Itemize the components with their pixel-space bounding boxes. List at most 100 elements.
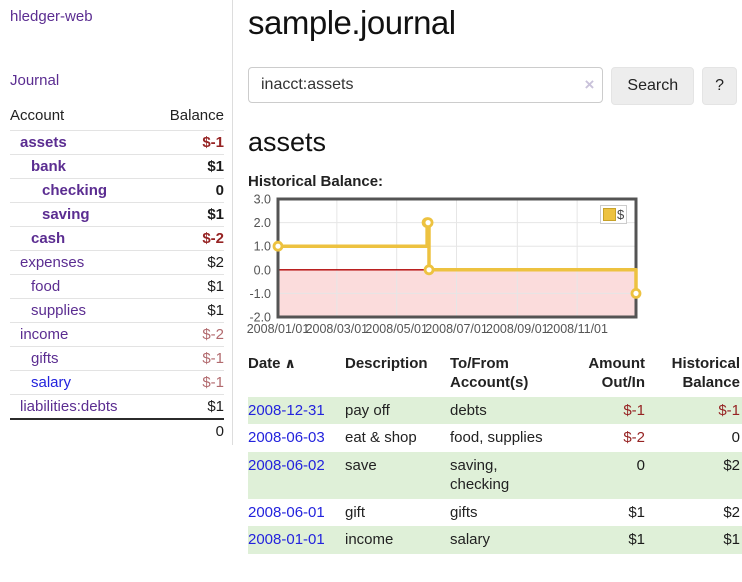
account-balance: $1: [152, 394, 224, 419]
transaction-balance: $2: [723, 503, 740, 521]
svg-text:2008/09/01: 2008/09/01: [486, 322, 549, 336]
transaction-amount: $1: [628, 503, 645, 521]
svg-text:3.0: 3.0: [254, 193, 271, 207]
account-link[interactable]: bank: [31, 158, 67, 175]
accounts-header-account: Account: [10, 107, 65, 124]
account-link[interactable]: checking: [42, 182, 108, 199]
account-link[interactable]: income: [20, 326, 69, 343]
transaction-balance: 0: [731, 429, 740, 446]
transaction-amount: $1: [628, 531, 645, 548]
svg-text:2008/07/01: 2008/07/01: [425, 322, 488, 336]
account-row: assets $-1: [10, 130, 224, 155]
search-field-wrap: ×: [248, 67, 604, 105]
search-bar: × Search ?: [248, 67, 737, 105]
page: hledger-web Journal Account Balance asse…: [10, 0, 742, 554]
account-row: expenses $2: [10, 250, 224, 275]
transaction-date-link[interactable]: 2008-01-01: [248, 531, 325, 548]
account-balance: 0: [152, 178, 224, 203]
account-balance: $1: [152, 274, 224, 299]
svg-text:2.0: 2.0: [254, 216, 271, 230]
account-row: liabilities:debts $1: [10, 394, 224, 419]
account-balance: $1: [152, 154, 224, 179]
account-row: gifts $-1: [10, 346, 224, 371]
journal-link[interactable]: Journal: [10, 72, 60, 89]
transaction-accounts: salary: [450, 531, 491, 548]
transaction-date-link[interactable]: 2008-06-02: [248, 456, 325, 474]
transaction-description: eat & shop: [345, 429, 417, 446]
account-balance: $1: [152, 202, 224, 227]
account-row: saving $1: [10, 202, 224, 227]
account-balance: $1: [152, 298, 224, 323]
transaction-amount: $-2: [623, 429, 645, 446]
brand-link[interactable]: hledger-web: [10, 8, 93, 25]
account-row: checking 0: [10, 178, 224, 203]
account-link[interactable]: liabilities:debts: [20, 398, 118, 415]
transaction-balance: $-1: [718, 401, 740, 419]
col-tofrom-header: To/From Account(s): [450, 355, 529, 391]
transaction-description: pay off: [345, 401, 390, 419]
account-balance: $-2: [152, 322, 224, 347]
legend-swatch-icon: [603, 208, 616, 221]
register-row: 2008-06-01 gift gifts $1 $2: [248, 499, 742, 527]
clear-search-icon[interactable]: ×: [584, 75, 595, 94]
account-link[interactable]: salary: [31, 374, 72, 391]
svg-text:-1.0: -1.0: [249, 287, 271, 301]
account-row: supplies $1: [10, 298, 224, 323]
col-balance-header: Historical Balance: [671, 355, 740, 391]
transaction-description: save: [345, 456, 377, 474]
account-link[interactable]: saving: [42, 206, 90, 223]
col-amount-header: Amount Out/In: [588, 355, 645, 391]
transaction-date-link[interactable]: 2008-06-01: [248, 503, 325, 521]
account-balance: $2: [152, 250, 224, 275]
chart-legend: $: [600, 205, 628, 224]
account-balance: $-1: [152, 346, 224, 371]
account-link[interactable]: expenses: [20, 254, 85, 271]
svg-text:2008/11/01: 2008/11/01: [546, 322, 608, 336]
chart-svg: 3.0 2.0 1.0 0.0 -1.0 -2.02008/01/012008/03/01…: [247, 193, 642, 336]
register-row: 2008-06-02 save saving, checking 0 $2: [248, 451, 742, 499]
account-row: bank $1: [10, 154, 224, 179]
transaction-accounts: saving, checking: [450, 456, 510, 494]
accounts-total-row: 0: [10, 418, 224, 443]
total-spacer: [10, 418, 153, 443]
help-button[interactable]: ?: [702, 67, 737, 105]
svg-text:2008/05/01: 2008/05/01: [365, 322, 428, 336]
transaction-amount: $-1: [623, 401, 645, 419]
account-link[interactable]: food: [31, 278, 61, 295]
historical-balance-chart: 3.0 2.0 1.0 0.0 -1.0 -2.0 2008/01/01 2008/03/01…: [247, 193, 742, 339]
account-row: cash $-2: [10, 226, 224, 251]
svg-text:2008/03/01: 2008/03/01: [306, 322, 369, 336]
register-table: Date ∧ Description To/From Account(s) Amo…: [248, 353, 742, 554]
transaction-accounts: food, supplies: [450, 429, 543, 446]
svg-text:0.0: 0.0: [254, 263, 271, 277]
main-content: sample.journal × Search ? assets Histori…: [233, 0, 742, 554]
svg-text:-2.0: -2.0: [249, 311, 271, 325]
accounts-header-balance: Balance: [169, 107, 224, 124]
transaction-accounts: debts: [450, 401, 487, 419]
account-link[interactable]: cash: [31, 230, 66, 247]
nav-journal: Journal: [10, 72, 224, 89]
account-link[interactable]: assets: [20, 134, 67, 151]
sort-asc-icon: ∧: [284, 355, 296, 371]
account-row: salary $-1: [10, 370, 224, 395]
chart-label: Historical Balance:: [248, 173, 384, 190]
account-link[interactable]: gifts: [31, 350, 59, 367]
search-button[interactable]: Search: [611, 67, 695, 105]
account-title: assets: [248, 127, 327, 157]
register-header-row: Date ∧ Description To/From Account(s) Amo…: [248, 353, 742, 397]
register-row: 2008-12-31 pay off debts $-1 $-1: [248, 396, 742, 424]
transaction-accounts: gifts: [450, 503, 478, 521]
account-link[interactable]: supplies: [31, 302, 87, 319]
transaction-date-link[interactable]: 2008-12-31: [248, 401, 325, 419]
transaction-description: gift: [345, 503, 366, 521]
search-input[interactable]: [248, 67, 604, 103]
col-date-header[interactable]: Date ∧: [248, 355, 296, 372]
account-balance: $-1: [152, 370, 224, 395]
register-row: 2008-01-01 income salary $1 $1: [248, 526, 742, 554]
svg-text:2008/01/01: 2008/01/01: [247, 322, 310, 336]
transaction-balance: $1: [723, 531, 740, 548]
accounts-total-value: 0: [152, 418, 224, 443]
svg-text:1.0: 1.0: [254, 240, 271, 254]
transaction-balance: $2: [723, 456, 740, 474]
transaction-date-link[interactable]: 2008-06-03: [248, 429, 325, 446]
